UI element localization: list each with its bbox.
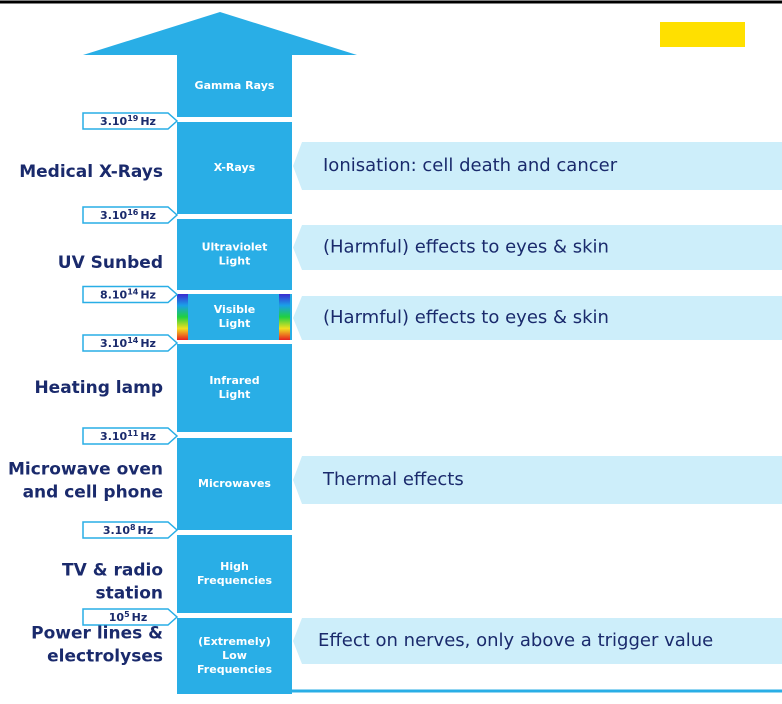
band-label: Infrared <box>209 374 259 387</box>
frequency-unit: Hz <box>140 289 156 302</box>
source-label: Power lines & <box>31 624 163 644</box>
band-label: Frequencies <box>197 574 272 587</box>
frequency-tag <box>82 608 179 626</box>
band-label: Light <box>219 317 251 330</box>
frequency-base: 3.10 <box>100 430 127 443</box>
band-label: Microwaves <box>198 477 271 490</box>
frequency-unit: Hz <box>138 524 154 537</box>
frequency-base: 3.10 <box>100 209 127 222</box>
frequency-exp: 16 <box>127 208 139 217</box>
frequency-exp: 14 <box>127 336 139 345</box>
source-label: UV Sunbed <box>58 253 163 273</box>
band-label: Light <box>219 388 251 401</box>
frequency-exp: 11 <box>127 429 139 438</box>
frequency-tag <box>82 521 179 539</box>
effect-callout <box>293 618 782 664</box>
frequency-tag <box>82 206 179 224</box>
band-label: (Extremely) <box>198 635 271 648</box>
source-label: TV & radio <box>62 561 163 581</box>
frequency-label: 3.108 Hz <box>103 523 153 538</box>
frequency-unit: Hz <box>140 115 156 128</box>
band-label: X-Rays <box>214 161 256 174</box>
band <box>177 618 292 694</box>
effect-label: (Harmful) effects to eyes & skin <box>323 237 609 258</box>
source-label: and cell phone <box>23 483 163 503</box>
source-label: Heating lamp <box>34 378 163 398</box>
source-label: Medical X-Rays <box>19 162 163 182</box>
frequency-exp: 19 <box>127 114 139 123</box>
band <box>177 438 292 530</box>
frequency-tag <box>82 334 179 352</box>
band-label: High <box>220 560 249 573</box>
frequency-exp: 14 <box>127 287 139 296</box>
source-label: Microwave oven <box>8 460 163 480</box>
frequency-unit: Hz <box>140 337 156 350</box>
effect-label: Thermal effects <box>322 469 464 490</box>
frequency-label: 3.1011 Hz <box>100 429 156 444</box>
frequency-base: 3.10 <box>103 524 130 537</box>
effect-label: (Harmful) effects to eyes & skin <box>323 307 609 328</box>
frequency-tag <box>82 285 179 304</box>
frequency-tag <box>82 112 179 130</box>
band-label: Low <box>222 649 247 662</box>
frequency-base: 3.10 <box>100 337 127 350</box>
frequency-label: 105 Hz <box>109 610 148 625</box>
frequency-unit: Hz <box>132 611 148 624</box>
band-label: Frequencies <box>197 663 272 676</box>
effect-callout <box>293 296 782 340</box>
frequency-base: 3.10 <box>100 115 127 128</box>
effect-callout <box>293 225 782 270</box>
source-label: station <box>96 584 163 604</box>
frequency-exp: 5 <box>124 610 130 619</box>
frequency-exp: 8 <box>130 523 136 532</box>
arrow-head <box>83 12 357 55</box>
band-label: Visible <box>214 303 256 316</box>
frequency-label: 3.1016 Hz <box>100 208 156 223</box>
frequency-base: 8.10 <box>100 289 127 302</box>
band-label: Gamma Rays <box>195 79 275 92</box>
frequency-label: 3.1019 Hz <box>100 114 156 129</box>
band <box>177 219 292 290</box>
band <box>177 55 292 117</box>
frequency-label: 8.1014 Hz <box>100 287 156 302</box>
source-label: electrolyses <box>47 647 163 667</box>
effect-label: Ionisation: cell death and cancer <box>323 155 618 176</box>
frequency-label: 3.1014 Hz <box>100 336 156 351</box>
frequency-tag <box>82 427 179 445</box>
band-label: Ultraviolet <box>202 241 268 254</box>
frequency-unit: Hz <box>140 209 156 222</box>
spectrum <box>177 294 188 340</box>
band <box>177 344 292 432</box>
effect-callout <box>293 142 782 190</box>
frequency-unit: Hz <box>140 430 156 443</box>
spectrum <box>279 294 290 340</box>
effect-callout <box>293 456 782 504</box>
frequency-base: 10 <box>109 611 125 624</box>
band <box>177 294 292 340</box>
band <box>177 122 292 214</box>
band <box>177 535 292 613</box>
band-label: Light <box>219 255 251 268</box>
yellow-box <box>660 22 745 47</box>
effect-label: Effect on nerves, only above a trigger v… <box>318 630 713 651</box>
